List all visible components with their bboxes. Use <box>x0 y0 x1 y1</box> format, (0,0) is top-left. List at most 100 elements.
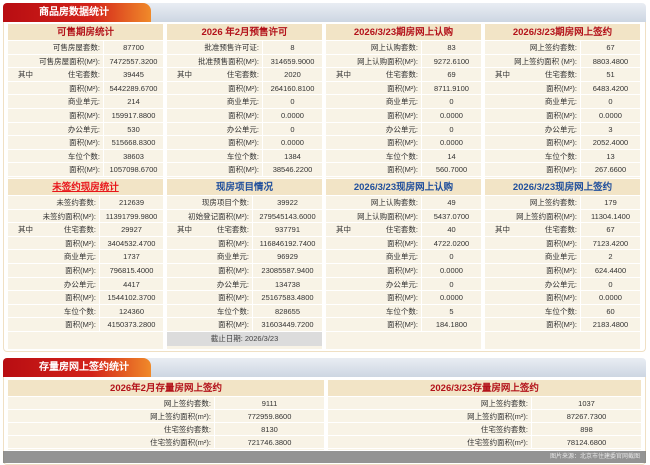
row-value: 0.0000 <box>580 108 640 122</box>
row-label: 住宅签约套数: <box>163 425 211 434</box>
table-row: 其中 住宅套数: 937791 <box>167 223 322 237</box>
stats-panel: 可售期房统计 可售房屋套数: 87700 可售房屋面积(M²): 7472557.320… <box>8 24 163 178</box>
table-row: 车位个数: 1384 <box>167 149 322 164</box>
table-row: 面积(M²): 560.7000 <box>326 163 481 177</box>
row-label: 面积(M²): <box>218 238 249 248</box>
row-value: 828655 <box>252 304 322 318</box>
stats-panel: 2026/3/23期房网上签约 网上签约套数: 67 网上签约面积 (M²): 8803… <box>485 24 640 178</box>
table-row: 办公单元: 4417 <box>8 277 163 292</box>
row-value: 1057098.6700 <box>103 163 163 176</box>
row-value: 159917.8800 <box>103 108 163 122</box>
row-value: 560.7000 <box>421 163 481 176</box>
table-row: 面积(M²): 184.1800 <box>326 318 481 332</box>
row-value: 8803.4800 <box>580 54 640 68</box>
row-prefix: 其中 <box>336 225 351 235</box>
table-row: 其中 住宅套数: 29927 <box>8 223 163 237</box>
row-label: 面积(M²): <box>69 110 100 120</box>
table-row: 办公单元: 530 <box>8 122 163 137</box>
table-row: 可售房屋套数: 87700 <box>8 41 163 55</box>
table-row: 面积(M²): 515668.8300 <box>8 136 163 150</box>
row-value: 0.0000 <box>421 108 481 122</box>
row-prefix: 其中 <box>18 70 33 80</box>
row-value: 772959.8600 <box>214 410 324 422</box>
row-label: 商业单元: <box>385 97 418 107</box>
row-label: 面积(M²): <box>546 238 577 248</box>
table-row: 办公单元: 0 <box>167 122 322 137</box>
table-row: 面积(M²): 0.0000 <box>326 136 481 150</box>
row-label: 可售房屋套数: <box>52 43 100 52</box>
row-value: 23085587.9400 <box>252 263 322 277</box>
row-value: 898 <box>531 423 641 435</box>
table-row: 面积(M²): 116846192.7400 <box>167 236 322 251</box>
table-row: 面积(M²): 0.0000 <box>326 108 481 123</box>
table-row: 面积(M²): 31603449.7200 <box>167 318 322 332</box>
row-value: 0.0000 <box>421 291 481 304</box>
row-label: 商业单元: <box>67 97 100 107</box>
table-row: 办公单元: 0 <box>326 277 481 292</box>
row-value: 0 <box>580 95 640 108</box>
stats-panel: 未签约现房统计 未签约套数: 212639 未签约面积(M²): 11391799.98… <box>8 179 163 349</box>
section-tab[interactable]: 存量房网上签约统计 <box>3 358 151 377</box>
row-label: 面积(M²): <box>546 293 577 303</box>
stats-panel: 2026/3/23现房网上签约 网上签约套数: 179 网上签约面积(M²): 1130… <box>485 179 640 349</box>
row-label: 面积(M²): <box>546 165 577 175</box>
panel-title[interactable]: 未签约现房统计 <box>8 179 163 196</box>
table-row: 面积(M²): 0.0000 <box>326 263 481 278</box>
row-value: 184.1800 <box>421 318 481 331</box>
section-header-commercial: 商品房数据统计 <box>3 3 646 22</box>
row-label: 网上签约面积(m²): <box>150 412 211 421</box>
row-value: 624.4400 <box>580 263 640 277</box>
row-value: 2052.4000 <box>580 136 640 149</box>
table-row: 商业单元: 96929 <box>167 250 322 264</box>
row-label: 住宅签约面积(m²): <box>467 438 528 447</box>
table-row: 面积(M²): 1544102.3700 <box>8 291 163 305</box>
row-value: 9272.6100 <box>421 54 481 68</box>
row-value: 8130 <box>214 423 324 435</box>
row-value: 51 <box>580 68 640 81</box>
row-value: 179 <box>580 196 640 209</box>
row-label: 车位个数: <box>385 151 418 161</box>
row-value: 11304.1400 <box>580 209 640 223</box>
stats-panel: 2026/3/23存量房网上签约 网上签约套数: 1037 网上签约面积(m²): 87… <box>328 380 641 450</box>
table-row: 面积(M²): 0.0000 <box>326 291 481 305</box>
row-value: 0 <box>421 122 481 136</box>
row-value: 31603449.7200 <box>252 318 322 331</box>
table-row: 商业单元: 214 <box>8 95 163 109</box>
table-row: 网上认购套数: 83 <box>326 41 481 55</box>
row-value: 796815.4000 <box>99 263 163 277</box>
table-row: 面积(M²): 624.4400 <box>485 263 640 278</box>
row-label: 办公单元: <box>544 124 577 134</box>
table-row: 其中 住宅套数: 2020 <box>167 68 322 82</box>
row-label: 未签约套数: <box>56 198 96 207</box>
stats-panel: 2026/3/23现房网上认购 网上认购套数: 49 网上认购面积(M²): 5437.… <box>326 179 481 349</box>
row-value: 264160.8100 <box>262 81 322 95</box>
row-value: 83 <box>421 41 481 54</box>
row-label: 面积(M²): <box>218 293 249 303</box>
row-value: 214 <box>103 95 163 108</box>
row-label: 网上签约面积(M²): <box>516 211 577 221</box>
row-label: 网上认购面积(M²): <box>357 56 418 66</box>
section-tab[interactable]: 商品房数据统计 <box>3 3 151 22</box>
row-value: 49 <box>421 196 481 209</box>
table-row: 商业单元: 1737 <box>8 250 163 264</box>
row-value: 60 <box>580 304 640 318</box>
row-label: 面积(M²): <box>387 320 418 330</box>
row-label: 住宅套数: <box>67 70 100 80</box>
table-row: 网上认购套数: 49 <box>326 196 481 210</box>
row-value: 38603 <box>103 149 163 163</box>
row-label: 初始登记面积(M²): <box>188 211 249 221</box>
row-label: 住宅套数: <box>226 70 259 80</box>
row-value: 67 <box>580 41 640 54</box>
row-value: 6483.4200 <box>580 81 640 95</box>
row-label: 办公单元: <box>216 279 249 289</box>
row-prefix: 其中 <box>336 70 351 80</box>
table-row: 办公单元: 3 <box>485 122 640 137</box>
row-label: 住宅套数: <box>544 70 577 80</box>
row-value: 1384 <box>262 149 322 163</box>
row-prefix: 其中 <box>177 70 192 80</box>
row-value: 4417 <box>99 277 163 291</box>
row-label: 面积(M²): <box>546 138 577 148</box>
table-row: 面积(M²): 6483.4200 <box>485 81 640 96</box>
row-label: 面积(M²): <box>218 320 249 330</box>
table-row: 面积(M²): 8711.9100 <box>326 81 481 96</box>
